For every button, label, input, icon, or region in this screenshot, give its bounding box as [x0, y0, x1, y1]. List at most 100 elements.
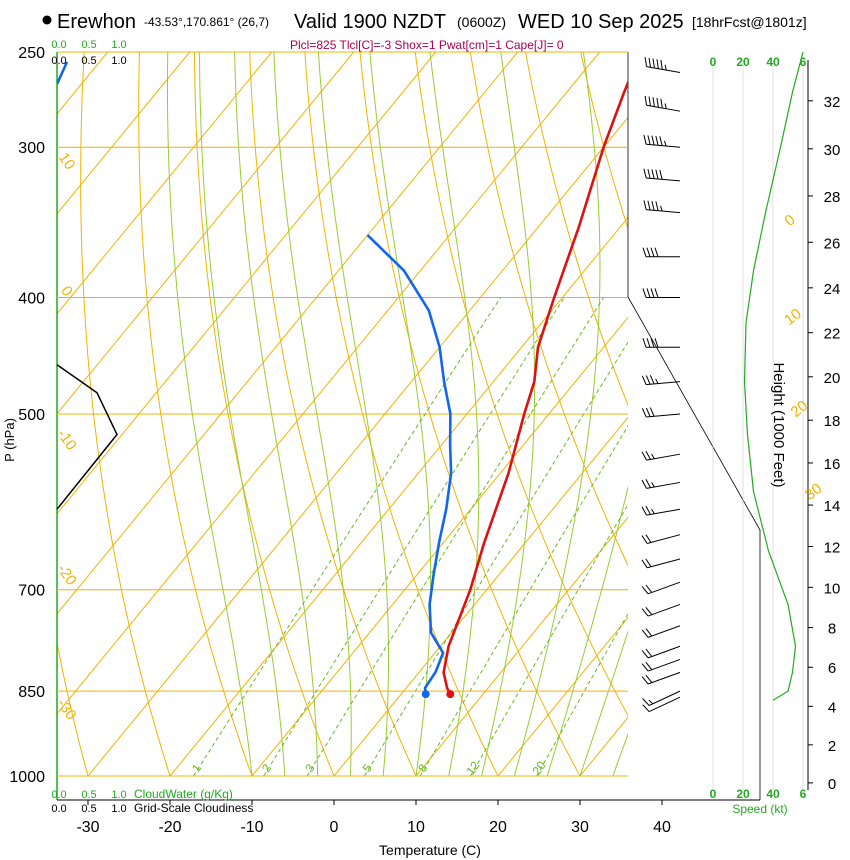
cloud-top-green-label: 0.0 — [51, 39, 66, 51]
wind-barb-half-feather — [651, 453, 655, 459]
cloud-bottom-green-label: 0.0 — [51, 789, 66, 801]
wind-barb-feather — [652, 58, 655, 69]
wind-barb-feather — [645, 584, 653, 593]
height-tick-label: 6 — [828, 660, 836, 677]
height-tick-label: 4 — [828, 699, 836, 716]
wind-barb-feather — [645, 558, 652, 568]
wind-barb-feather — [641, 375, 647, 385]
isotherm-label: 0 — [782, 211, 799, 230]
wind-barb-half-feather — [651, 482, 655, 488]
dry-adiabats — [57, 52, 628, 776]
height-tick-label: 0 — [828, 776, 836, 793]
moist-adiabat-line — [481, 52, 536, 776]
wind-barb-feather — [641, 479, 647, 489]
height-tick-label: 12 — [824, 540, 841, 557]
wind-barb-half-feather — [655, 378, 659, 384]
wind-barb-feather — [644, 57, 648, 67]
wind-barb-feather — [649, 375, 655, 385]
wind-barb-feather — [641, 535, 648, 544]
station-dot-icon — [42, 15, 52, 25]
wind-barb-staff — [646, 66, 681, 73]
wind-barb-staff — [646, 453, 681, 461]
height-tick-label: 22 — [824, 326, 841, 343]
mixing-ratio-label: 12 — [463, 758, 482, 777]
dry-adiabat-line — [414, 52, 628, 717]
wind-barb-staff — [647, 581, 681, 595]
wind-barb-feather — [645, 505, 651, 515]
wind-barb-feather — [645, 450, 651, 460]
wind-barb-feather — [651, 135, 655, 146]
height-tick-label: 28 — [824, 189, 841, 206]
cloud-bottom-black-label: 1.0 — [111, 803, 126, 815]
x-tick-label: 30 — [571, 819, 589, 836]
wind-barb-feather — [648, 96, 651, 107]
height-tick-label: 14 — [824, 498, 841, 515]
surface-dewpoint-marker — [421, 690, 430, 699]
moist-adiabat-line — [234, 52, 319, 776]
isotherm-line — [415, 516, 628, 776]
height-tick-label: 18 — [824, 413, 841, 430]
wind-barb — [641, 407, 681, 418]
wind-barb-feather — [645, 648, 653, 657]
wind-barb-half-feather — [651, 508, 655, 514]
pressure-tick-label: 700 — [18, 583, 45, 600]
wind-barb-staff — [646, 143, 681, 148]
wind-barb-feather — [654, 288, 659, 298]
wind-barb-staff — [647, 625, 681, 638]
wind-barb-feather — [641, 506, 647, 516]
sounding-parameters: Plcl=825 Tlcl[C]=-3 Shox=1 Pwat[cm]=1 Ca… — [290, 38, 564, 52]
height-tick-label: 24 — [824, 281, 841, 298]
dewpoint-series — [57, 61, 453, 699]
wind-panel — [627, 51, 804, 800]
wind-barb-feather — [641, 586, 649, 595]
wind-barb-feather — [642, 247, 647, 257]
cloudiness-line — [56, 364, 118, 510]
wind-barb-feather — [649, 407, 655, 417]
title-bar: Erewhon -43.53°,170.861° (26,7) Valid 19… — [42, 11, 807, 52]
wind-barb-staff — [646, 209, 681, 214]
wind-barb — [642, 247, 680, 258]
wind-barb-feather — [650, 288, 655, 298]
speed-tick-bottom: 6 — [800, 787, 807, 801]
wind-barb-feather — [651, 169, 655, 179]
wind-barb — [641, 534, 681, 544]
temperature-series — [442, 79, 628, 699]
wind-barb — [641, 645, 681, 659]
moist-adiabat-line — [167, 52, 253, 776]
wind-barb — [641, 450, 681, 461]
valid-date: WED 10 Sep 2025 — [518, 11, 684, 33]
cloud-top-black-label: 0.0 — [51, 55, 66, 67]
wind-barb-feather — [648, 57, 651, 68]
wind-barb — [641, 625, 681, 638]
wind-barb-half-feather — [660, 205, 663, 212]
wind-barb-half-feather — [664, 140, 667, 147]
wind-barb-feather — [641, 408, 647, 418]
wind-barb-feather — [645, 628, 653, 637]
wind-barb-staff — [646, 508, 681, 516]
isotherm-line — [333, 416, 628, 776]
cloud-top-green-label: 1.0 — [111, 39, 126, 51]
wind-barb-staff — [648, 690, 681, 706]
wind-barb-staff — [647, 658, 681, 672]
wind-barb-feather — [645, 606, 653, 616]
surface-temperature-marker — [446, 690, 455, 699]
wind-barb-half-feather — [664, 64, 667, 71]
wind-barb — [641, 505, 681, 516]
wind-barb — [641, 581, 681, 595]
wind-barb-feather — [643, 200, 647, 210]
wind-barb-staff — [647, 671, 681, 685]
mixing-ratio-line — [419, 424, 628, 776]
wind-barb-feather — [655, 169, 659, 180]
wind-barb-staff — [647, 645, 681, 659]
wind-barb-staff — [648, 696, 681, 713]
wind-barb — [642, 338, 680, 348]
temperature-line — [442, 79, 628, 695]
wind-barb-staff — [646, 481, 681, 489]
wind-barb-feather — [650, 247, 655, 257]
wind-barb-feather — [659, 136, 663, 146]
wind-barb-feather — [660, 59, 663, 70]
pressure-tick-label: 250 — [18, 45, 45, 62]
wind-barb-feather — [645, 375, 651, 385]
wind-barb-feather — [650, 338, 655, 348]
